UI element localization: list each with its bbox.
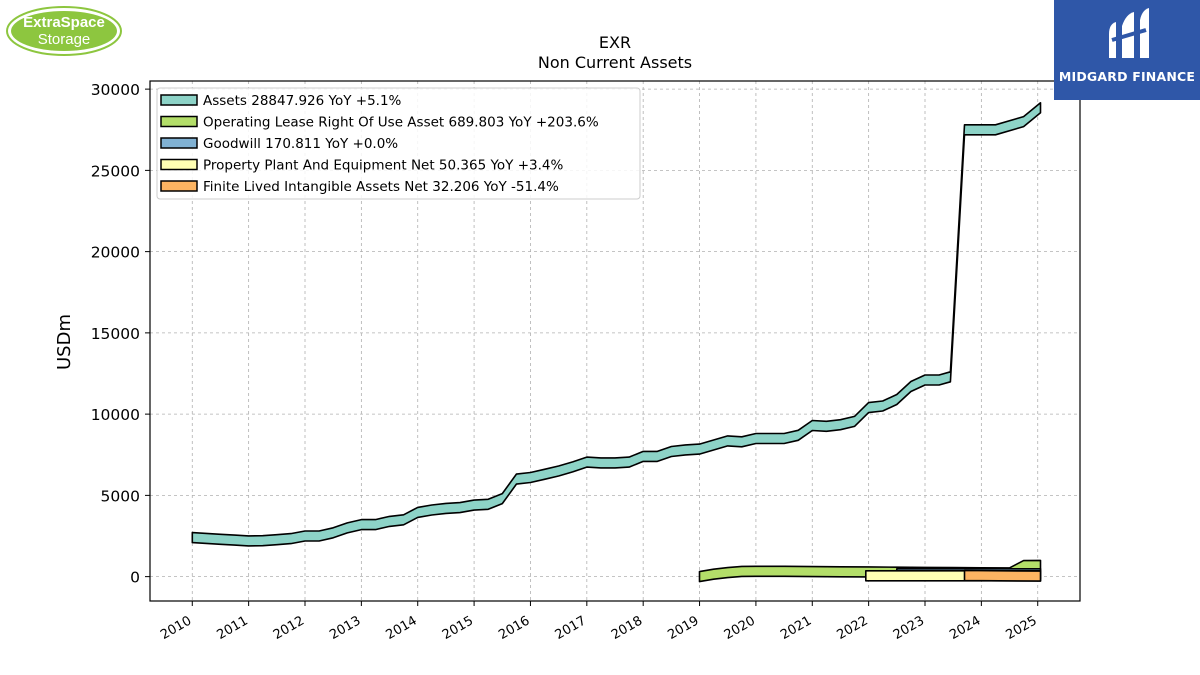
legend-entry: Goodwill 170.811 YoY +0.0% xyxy=(203,136,398,152)
x-tick-label: 2023 xyxy=(891,613,927,643)
y-tick-label: 15000 xyxy=(91,325,140,343)
y-tick-label: 30000 xyxy=(91,81,140,99)
series-intangibles-area xyxy=(963,569,1042,582)
x-tick-label: 2013 xyxy=(327,613,363,643)
legend-swatch xyxy=(160,115,198,128)
x-tick-label: 2018 xyxy=(609,613,645,643)
x-tick-label: 2017 xyxy=(553,613,589,643)
legend-swatch xyxy=(160,94,198,106)
midgard-finance-logo: MIDGARD FINANCE xyxy=(1054,0,1200,100)
x-tick-label: 2014 xyxy=(384,613,420,643)
plot-frame xyxy=(149,80,1081,602)
chart-subtitle: Non Current Assets xyxy=(538,53,692,72)
y-tick-label: 10000 xyxy=(91,406,140,424)
legend-swatch xyxy=(160,158,198,171)
legend: Assets 28847.926 YoY +5.1% Operating Leas… xyxy=(156,87,641,200)
midgard-brand-text: MIDGARD FINANCE xyxy=(1058,69,1196,84)
y-axis-label: USDm xyxy=(54,314,75,370)
chart-title: EXR xyxy=(599,33,631,52)
x-tick-label: 2024 xyxy=(947,613,983,643)
y-tick-label: 5000 xyxy=(101,487,140,505)
y-tick-label: 20000 xyxy=(91,244,140,262)
x-tick-label: 2015 xyxy=(440,613,476,643)
x-tick-label: 2019 xyxy=(665,613,701,643)
x-tick-label: 2021 xyxy=(778,613,814,643)
x-tick-label: 2022 xyxy=(834,613,870,643)
legend-entry: Operating Lease Right Of Use Asset 689.8… xyxy=(203,115,599,131)
y-tick-label: 0 xyxy=(130,569,140,587)
legend-entry: Property Plant And Equipment Net 50.365 … xyxy=(203,158,563,174)
x-tick-label: 2011 xyxy=(214,613,250,643)
x-tick-label: 2025 xyxy=(1004,613,1040,643)
y-tick-label: 25000 xyxy=(91,162,140,180)
midgard-emblem-icon xyxy=(1109,8,1149,58)
legend-entry: Finite Lived Intangible Assets Net 32.20… xyxy=(203,179,559,195)
x-tick-label: 2020 xyxy=(722,613,758,643)
svg-text:Storage: Storage xyxy=(38,31,91,48)
legend-box xyxy=(156,87,641,200)
legend-entry: Assets 28847.926 YoY +5.1% xyxy=(203,93,402,109)
x-tick-label: 2012 xyxy=(271,613,307,643)
extraspace-storage-logo: ExtraSpace Storage xyxy=(6,6,122,56)
x-tick-label: 2016 xyxy=(496,613,532,643)
svg-text:ExtraSpace: ExtraSpace xyxy=(23,14,105,31)
legend-swatch xyxy=(160,180,198,192)
series-assets-area xyxy=(191,102,1042,547)
legend-swatch xyxy=(160,137,198,149)
x-tick-label: 2010 xyxy=(158,613,194,643)
